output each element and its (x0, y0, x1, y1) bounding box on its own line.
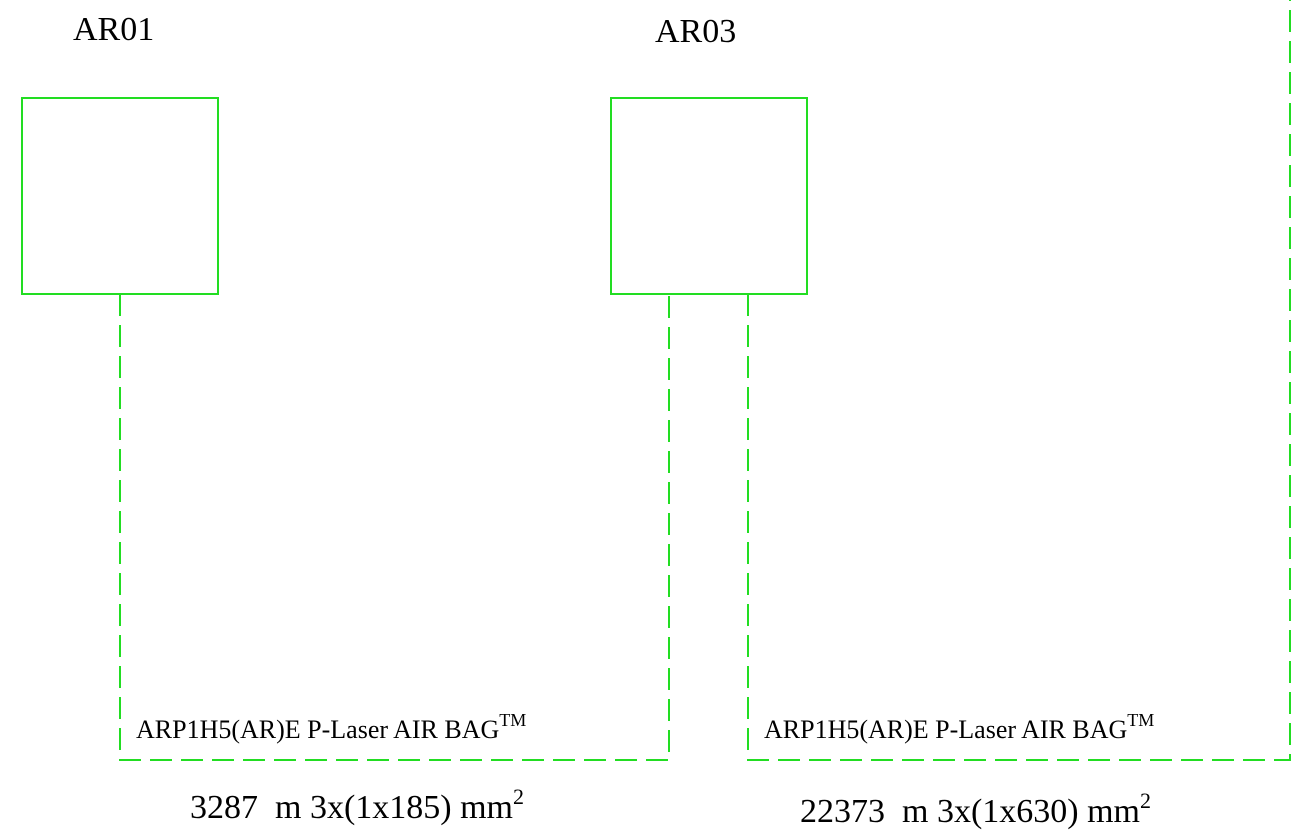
cable-2-name: ARP1H5(AR)E P-Laser AIR BAGTM (764, 710, 1154, 744)
unit-box-ar01 (21, 97, 219, 295)
unit-label-ar03: AR03 (655, 13, 736, 50)
cable-route-ar01-ar03 (119, 294, 670, 761)
unit-box-ar03 (610, 97, 808, 295)
cable-1-name: ARP1H5(AR)E P-Laser AIR BAGTM (136, 710, 526, 744)
cable-1-spec: 3287 m 3x(1x185) mm2 (190, 784, 524, 826)
cable-route-ar03-out (747, 0, 1291, 761)
cable-2-spec: 22373 m 3x(1x630) mm2 (800, 788, 1151, 830)
unit-label-ar01: AR01 (73, 11, 154, 48)
